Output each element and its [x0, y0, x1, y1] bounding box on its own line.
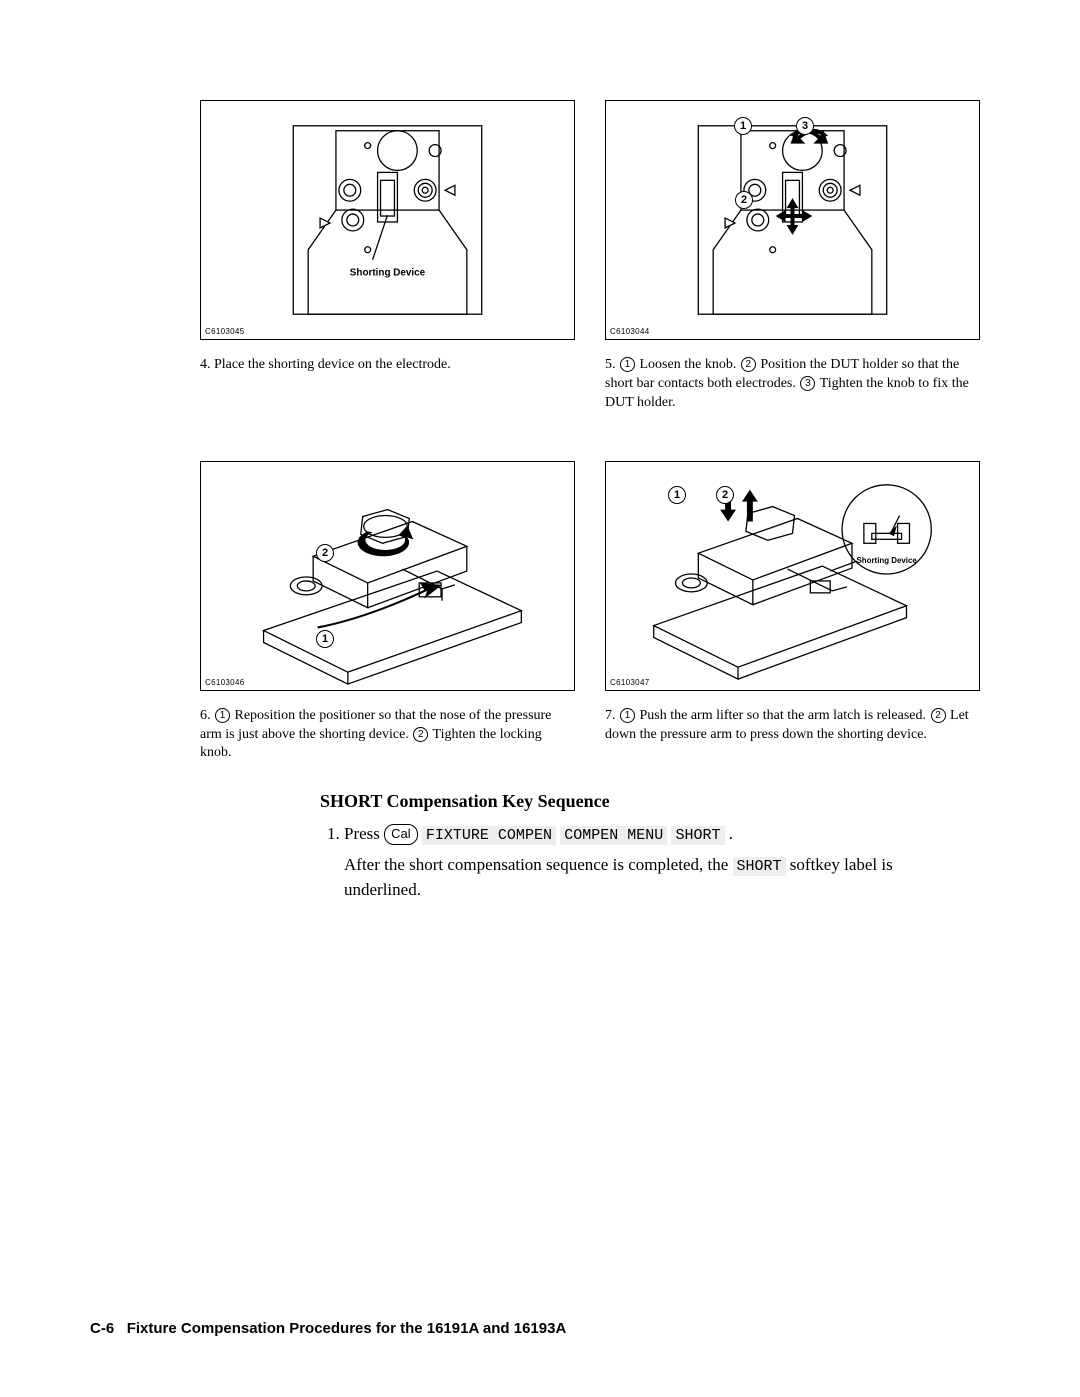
caption-5-c3: 3 — [800, 376, 815, 391]
caption-5-c2: 2 — [741, 357, 756, 372]
figure-7-callout-2: 2 — [716, 486, 734, 504]
figure-6-id: C6103046 — [205, 678, 244, 687]
caption-5-prefix: 5. — [605, 357, 619, 372]
figure-7-svg: Shorting Device — [606, 462, 979, 690]
figure-6-callout-2: 2 — [316, 544, 334, 562]
caption-7-t1: Push the arm lifter so that the arm latc… — [636, 708, 930, 723]
page: Shorting Device C6103045 — [0, 0, 1080, 1397]
figure-4: Shorting Device C6103045 — [200, 100, 575, 340]
step-1-prefix: Press — [344, 824, 384, 843]
caption-6-prefix: 6. — [200, 708, 214, 723]
soft-short-2: SHORT — [733, 857, 786, 876]
caption-5-t1: Loosen the knob. — [636, 357, 740, 372]
figure-grid: Shorting Device C6103045 — [200, 100, 980, 763]
soft-fixture-compen: FIXTURE COMPEN — [422, 826, 556, 845]
figure-5-box: 1 2 3 C6103044 — [605, 100, 980, 340]
figure-5-id: C6103044 — [610, 327, 649, 336]
figure-7-shorting-label: Shorting Device — [857, 556, 918, 565]
figure-6-svg — [201, 462, 574, 690]
figure-7-caption: 7. 1 Push the arm lifter so that the arm… — [605, 705, 980, 764]
figure-5-caption: 5. 1 Loosen the knob. 2 Position the DUT… — [605, 354, 980, 413]
step-1-period: . — [725, 824, 734, 843]
figure-5: 1 2 3 C6103044 — [605, 100, 980, 340]
figure-5-callout-2: 2 — [735, 191, 753, 209]
figure-4-caption: 4. Place the shorting device on the elec… — [200, 354, 575, 413]
figure-7-callout-1: 1 — [668, 486, 686, 504]
caption-7-prefix: 7. — [605, 708, 619, 723]
caption-6-c1: 1 — [215, 708, 230, 723]
caption-7-c1: 1 — [620, 708, 635, 723]
footer-page: C-6 — [90, 1320, 114, 1337]
figure-4-svg: Shorting Device — [201, 101, 574, 339]
figure-4-id: C6103045 — [205, 327, 244, 336]
figure-7-id: C6103047 — [610, 678, 649, 687]
caption-5-c1: 1 — [620, 357, 635, 372]
step-1: Press Cal FIXTURE COMPEN COMPEN MENU SHO… — [344, 822, 970, 902]
figure-6-callout-1: 1 — [316, 630, 334, 648]
section-steps: Press Cal FIXTURE COMPEN COMPEN MENU SHO… — [320, 822, 970, 902]
shorting-device-label: Shorting Device — [350, 268, 426, 279]
caption-6-c2: 2 — [413, 727, 428, 742]
caption-4-prefix: 4. — [200, 357, 214, 372]
footer-title: Fixture Compensation Procedures for the … — [127, 1320, 567, 1337]
soft-compen-menu: COMPEN MENU — [560, 826, 667, 845]
figure-6-caption: 6. 1 Reposition the positioner so that t… — [200, 705, 575, 764]
caption-4-text: Place the shorting device on the electro… — [214, 357, 451, 372]
caption-7-c2: 2 — [931, 708, 946, 723]
figure-5-callout-3: 3 — [796, 117, 814, 135]
figure-7-box: Shorting Device 1 2 C6103047 — [605, 461, 980, 691]
figure-7: Shorting Device 1 2 C6103047 — [605, 461, 980, 691]
figure-6-box: 2 1 C6103046 — [200, 461, 575, 691]
figure-6: 2 1 C6103046 — [200, 461, 575, 691]
section-title: SHORT Compensation Key Sequence — [320, 791, 990, 812]
soft-short: SHORT — [671, 826, 724, 845]
page-footer: C-6 Fixture Compensation Procedures for … — [90, 1320, 566, 1337]
figure-5-callout-1: 1 — [734, 117, 752, 135]
figure-4-box: Shorting Device C6103045 — [200, 100, 575, 340]
step-1-after-a: After the short compensation sequence is… — [344, 855, 733, 874]
cal-key: Cal — [384, 824, 418, 845]
figure-5-svg — [606, 101, 979, 339]
